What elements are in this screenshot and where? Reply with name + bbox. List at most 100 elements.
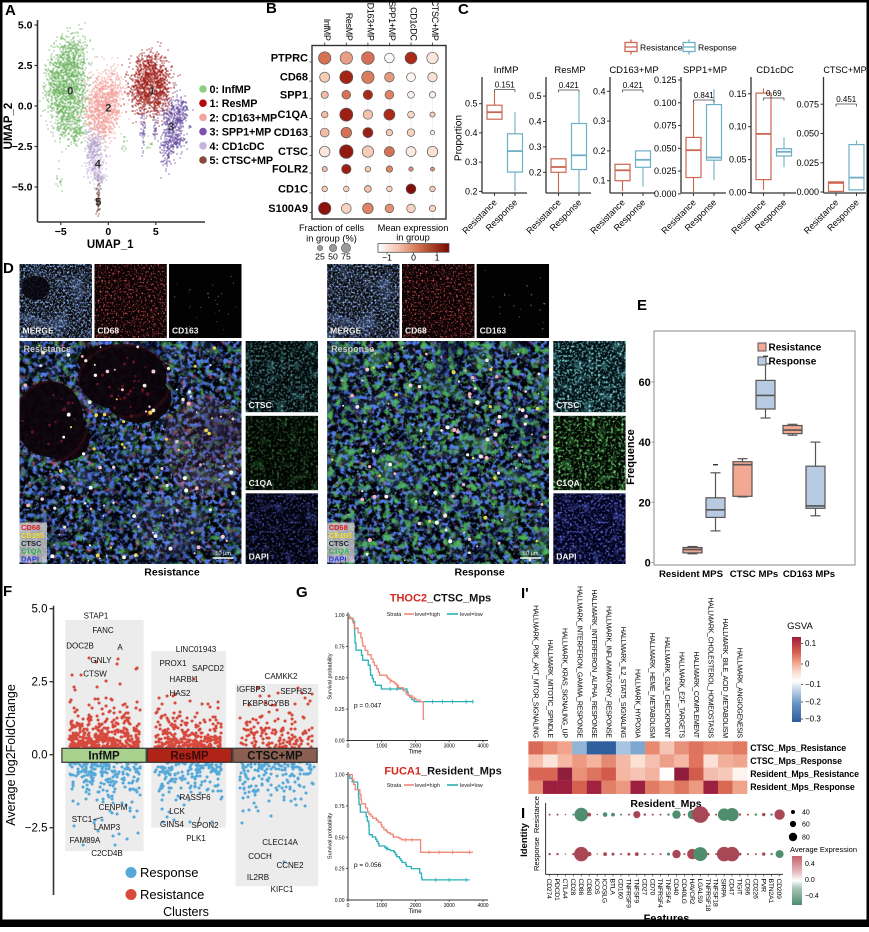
svg-text:FANC: FANC [92,626,114,635]
svg-text:STC1: STC1 [72,815,93,824]
svg-text:InfMP: InfMP [322,19,332,41]
svg-text:0.0: 0.0 [805,877,815,884]
svg-text:60: 60 [802,822,810,829]
svg-text:Identity: Identity [519,822,530,856]
svg-text:F: F [3,583,12,600]
svg-text:50 µm: 50 µm [523,551,539,557]
svg-text:HAVCR2: HAVCR2 [688,879,695,905]
svg-text:LAMP3: LAMP3 [94,823,121,832]
svg-text:0.69: 0.69 [766,89,782,98]
svg-text:E: E [637,297,647,314]
svg-text:SPP1+MP: SPP1+MP [387,1,397,41]
svg-text:−5.0: −5.0 [12,182,33,194]
svg-text:75: 75 [341,252,351,262]
svg-text:HALLMARK_HYPOXIA: HALLMARK_HYPOXIA [634,669,641,738]
svg-text:CTSW: CTSW [83,670,107,679]
svg-text:BTN2A1: BTN2A1 [767,879,774,904]
svg-text:3000: 3000 [444,903,455,909]
svg-text:CD274: CD274 [545,879,552,900]
svg-text:0.075: 0.075 [796,99,819,109]
svg-text:HALLMARK_BILE_ACID_METABOLISM: HALLMARK_BILE_ACID_METABOLISM [721,618,728,738]
svg-text:2.5: 2.5 [32,677,48,689]
svg-text:5.0: 5.0 [18,20,33,32]
svg-text:−0.4: −0.4 [805,893,819,900]
svg-text:0.100: 0.100 [654,98,677,108]
svg-text:5.0: 5.0 [32,604,48,616]
svg-text:CD70: CD70 [648,879,655,896]
svg-text:0.025: 0.025 [796,158,819,168]
svg-text:0.75: 0.75 [335,804,345,810]
svg-text:CTSC: CTSC [21,539,42,548]
svg-text:CD27: CD27 [640,879,647,896]
svg-text:CD68: CD68 [329,523,348,532]
svg-text:LINC01943: LINC01943 [176,645,217,654]
svg-text:Proportion: Proportion [454,115,465,161]
svg-text:Strata: Strata [387,783,403,789]
svg-text:ICOS: ICOS [593,879,600,895]
svg-text:CTSC_Mps_Resistance: CTSC_Mps_Resistance [750,743,846,753]
svg-text:Mean expression: Mean expression [378,223,449,233]
svg-text:0: 0 [347,744,350,750]
svg-text:0.151: 0.151 [495,81,516,90]
svg-text:Clusters: Clusters [163,905,209,919]
svg-text:UMAP_1: UMAP_1 [87,239,134,251]
svg-text:5: 5 [153,226,159,238]
svg-text:A: A [117,643,123,652]
svg-text:0.0: 0.0 [18,101,33,113]
svg-text:D: D [3,260,14,277]
svg-text:1: 1 [435,253,440,263]
svg-text:TIGIT: TIGIT [736,879,743,895]
svg-text:FUCA1: FUCA1 [384,766,421,778]
svg-text:HALLMARK_CHOLESTEROL_HOMEOSTAS: HALLMARK_CHOLESTEROL_HOMEOSTASIS [707,597,714,738]
svg-text:DAPI: DAPI [329,555,347,564]
svg-text:0: 0 [411,253,416,263]
svg-text:HALLMARK_HEME_METABOLISM: HALLMARK_HEME_METABOLISM [648,633,655,739]
svg-text:IGFBP3: IGFBP3 [237,685,266,694]
svg-text:Response: Response [698,42,737,52]
svg-text:−0.2: −0.2 [805,698,821,707]
svg-text:InfMP: InfMP [494,65,519,76]
svg-text:50: 50 [328,252,338,262]
svg-text:1000: 1000 [376,903,387,909]
svg-text:CD163: CD163 [329,531,352,540]
svg-text:20: 20 [639,497,651,509]
svg-text:0.4: 0.4 [529,117,542,127]
svg-text:Survival probability: Survival probability [328,653,334,699]
svg-text:CD68: CD68 [405,326,427,336]
svg-text:_Resident_Mps: _Resident_Mps [420,766,502,778]
svg-text:Average log2FoldChange: Average log2FoldChange [4,684,18,826]
svg-text:LGALS9: LGALS9 [696,879,703,904]
svg-text:Resident_Mps: Resident_Mps [630,798,701,810]
svg-text:4000: 4000 [477,744,488,750]
svg-text:C2CD4B: C2CD4B [91,849,123,858]
svg-text:SPP1: SPP1 [280,89,308,101]
svg-text:Time: Time [408,750,422,756]
svg-text:PDCD1: PDCD1 [553,879,560,901]
svg-text:4: CD1cDC: 4: CD1cDC [210,141,265,153]
svg-text:Resident_Mps_Resistance: Resident_Mps_Resistance [750,769,859,779]
svg-text:0.5: 0.5 [465,99,478,109]
svg-text:0.15: 0.15 [729,89,747,99]
svg-text:0.25: 0.25 [335,707,345,713]
svg-text:level=low: level=low [460,612,483,618]
svg-text:_CTSC_Mps: _CTSC_Mps [426,593,491,605]
svg-text:CCNE2: CCNE2 [276,861,304,870]
svg-text:0: 0 [645,558,651,570]
svg-text:1.00: 1.00 [335,613,345,619]
svg-text:DAPI: DAPI [556,552,576,562]
svg-text:CTSC_Mps_Response: CTSC_Mps_Response [750,756,842,766]
svg-text:CTSC: CTSC [278,146,308,158]
svg-text:0.3: 0.3 [465,157,478,167]
svg-text:FKBP3CYBB: FKBP3CYBB [242,699,289,708]
svg-text:CTSC: CTSC [249,400,272,410]
svg-text:1: ResMP: 1: ResMP [210,98,258,110]
svg-text:Fraction of cells: Fraction of cells [299,223,364,233]
svg-text:−1: −1 [382,253,392,263]
svg-text:C1QA: C1QA [329,547,350,556]
svg-text:SEPHS2: SEPHS2 [280,687,312,696]
svg-text:C1QA: C1QA [556,478,580,488]
svg-text:50 µm: 50 µm [216,551,232,557]
svg-text:HALLMARK_ANGIOGENESIS: HALLMARK_ANGIOGENESIS [736,648,743,739]
svg-text:Resistance: Resistance [24,344,72,354]
svg-text:0.075: 0.075 [654,121,677,131]
